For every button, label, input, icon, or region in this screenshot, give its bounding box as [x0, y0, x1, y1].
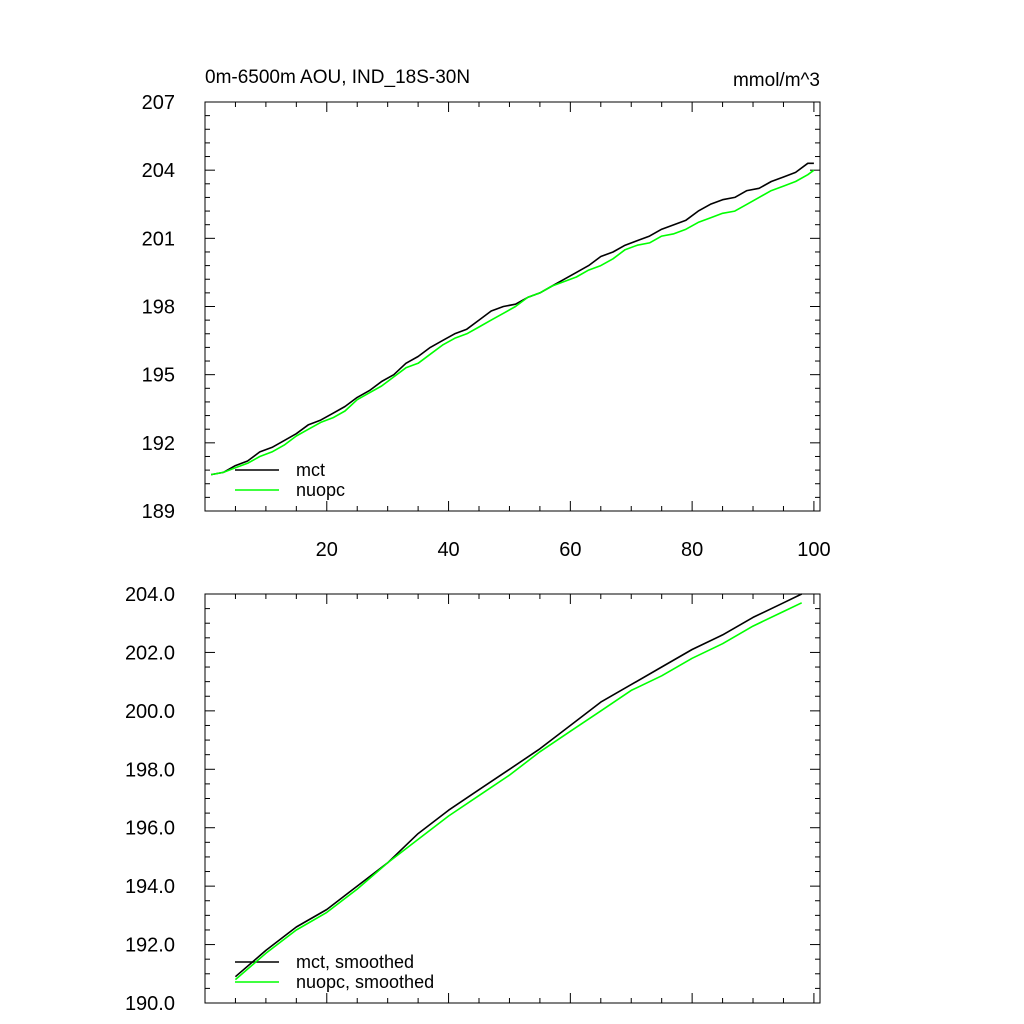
x-tick-label: 100 [797, 539, 830, 561]
y-tick-label: 198.0 [125, 759, 175, 781]
y-tick-label: 202.0 [125, 642, 175, 664]
top-panel-title: 0m-6500m AOU, IND_18S-30N [205, 67, 470, 88]
legend-label: nuopc, smoothed [296, 972, 434, 992]
x-tick-label: 60 [559, 539, 581, 561]
x-tick-label: 80 [681, 539, 703, 561]
y-tick-label: 195 [142, 365, 175, 387]
y-tick-label: 194.0 [125, 876, 175, 898]
y-tick-label: 200.0 [125, 701, 175, 723]
series-line-mct-smoothed [234, 593, 803, 978]
y-tick-label: 198 [142, 297, 175, 319]
y-tick-label: 204 [142, 160, 175, 182]
bottom-panel: 190.0 192.0 194.0 196.0 198.0 200.0 202.0 204.0… [125, 584, 821, 1015]
y-tick-label: 196.0 [125, 818, 175, 840]
top-panel-units: mmol/m^3 [733, 70, 820, 91]
plot-frame [204, 593, 821, 1004]
y-tick-label: 201 [142, 228, 175, 250]
series-line-mct [210, 162, 814, 476]
y-tick-label: 207 [142, 92, 175, 114]
y-tick-label: 189 [142, 501, 175, 523]
y-tick-label: 192.0 [125, 935, 175, 957]
y-tick-label: 192 [142, 433, 175, 455]
series-line-nuopc-smoothed [234, 602, 803, 981]
plot-frame [204, 101, 821, 512]
legend-label: nuopc [296, 480, 345, 500]
legend-label: mct [296, 460, 325, 480]
y-tick-label: 190.0 [125, 993, 175, 1015]
y-tick-label: 204.0 [125, 584, 175, 606]
x-tick-label: 20 [316, 539, 338, 561]
top-panel: 0m-6500m AOU, IND_18S-30N mmol/m^3 20 40 6… [142, 67, 831, 561]
series-line-nuopc [210, 169, 815, 476]
x-tick-label: 40 [437, 539, 459, 561]
legend-label: mct, smoothed [296, 952, 414, 972]
